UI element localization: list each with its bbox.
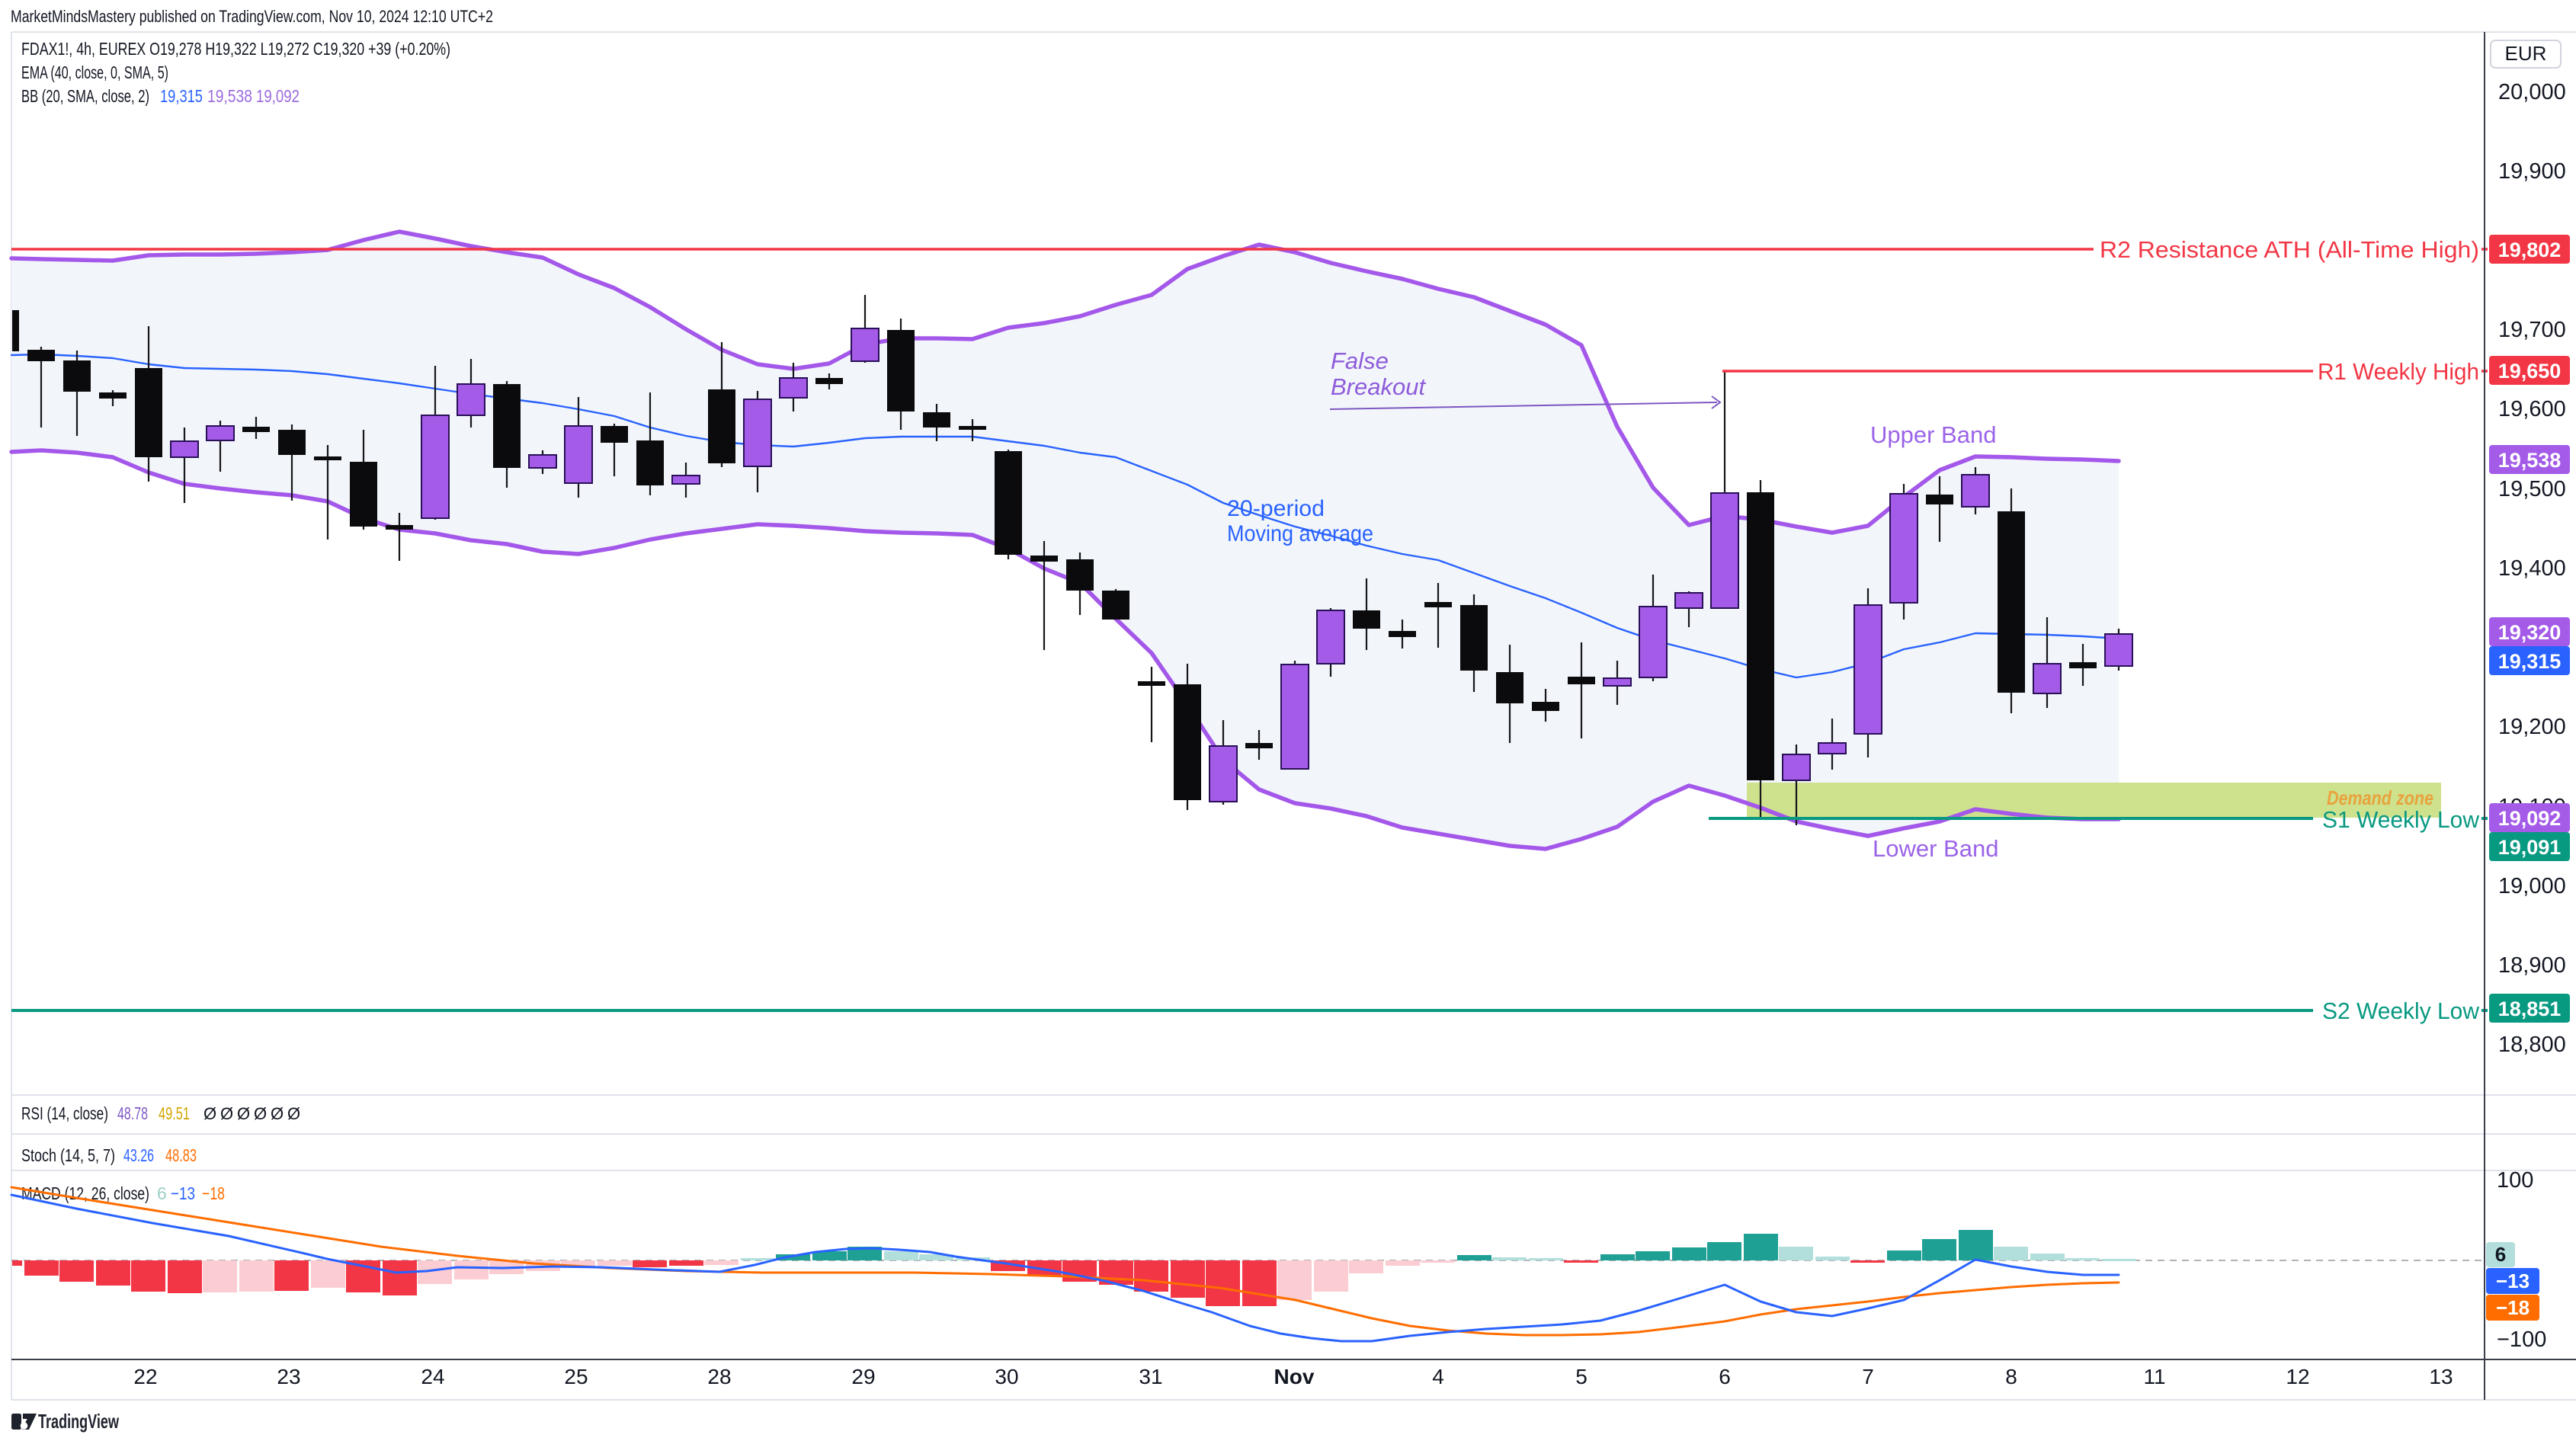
svg-text:Breakout: Breakout <box>1331 373 1426 400</box>
svg-text:TradingView: TradingView <box>38 1410 120 1433</box>
svg-text:MarketMindsMastery published o: MarketMindsMastery published on TradingV… <box>11 7 493 26</box>
svg-text:R2 Resistance ATH (All-Time Hi: R2 Resistance ATH (All-Time High) <box>2100 236 2479 263</box>
svg-text:48.78: 48.78 <box>117 1103 148 1123</box>
svg-text:Demand zone: Demand zone <box>2327 786 2433 809</box>
svg-text:Ø: Ø <box>254 1104 267 1123</box>
svg-text:19,900: 19,900 <box>2498 159 2566 184</box>
svg-text:19,600: 19,600 <box>2498 397 2566 421</box>
svg-text:EMA (40, close, 0, SMA, 5): EMA (40, close, 0, SMA, 5) <box>21 62 168 82</box>
svg-text:25: 25 <box>564 1365 588 1388</box>
svg-text:−13: −13 <box>171 1183 195 1203</box>
svg-text:RSI (14, close): RSI (14, close) <box>21 1103 108 1123</box>
svg-text:100: 100 <box>2497 1168 2533 1193</box>
svg-text:19,315: 19,315 <box>2498 650 2562 673</box>
svg-text:18,800: 18,800 <box>2498 1033 2566 1057</box>
svg-text:19,092: 19,092 <box>2498 807 2562 830</box>
svg-text:Nov: Nov <box>1274 1365 1315 1388</box>
svg-text:7: 7 <box>1862 1365 1874 1388</box>
svg-text:−100: −100 <box>2497 1327 2546 1352</box>
svg-text:−13: −13 <box>2496 1270 2530 1292</box>
svg-text:18,851: 18,851 <box>2498 997 2562 1020</box>
svg-text:22: 22 <box>133 1365 157 1388</box>
svg-text:S2 Weekly Low: S2 Weekly Low <box>2322 997 2480 1024</box>
svg-text:Ø: Ø <box>271 1104 284 1123</box>
svg-text:Lower Band: Lower Band <box>1873 835 1998 862</box>
svg-text:−18: −18 <box>2496 1296 2530 1319</box>
svg-text:20,000: 20,000 <box>2498 80 2566 104</box>
svg-text:28: 28 <box>707 1365 731 1388</box>
svg-text:Upper Band: Upper Band <box>1870 421 1996 448</box>
svg-text:Ø: Ø <box>237 1104 250 1123</box>
svg-text:4: 4 <box>1432 1365 1444 1388</box>
svg-text:Ø: Ø <box>287 1104 300 1123</box>
svg-text:18,900: 18,900 <box>2498 953 2566 978</box>
svg-text:6: 6 <box>157 1183 167 1203</box>
svg-text:48.83: 48.83 <box>165 1145 197 1165</box>
svg-text:19,538: 19,538 <box>2498 449 2562 472</box>
svg-text:Ø: Ø <box>220 1104 233 1123</box>
svg-text:Ø: Ø <box>203 1104 216 1123</box>
svg-text:Stoch (14, 5, 7): Stoch (14, 5, 7) <box>21 1145 115 1165</box>
svg-text:23: 23 <box>277 1365 300 1388</box>
svg-text:FDAX1!, 4h, EUREX O19,278 H1: FDAX1!, 4h, EUREX O19,278 H19,322 L19,27… <box>21 39 450 59</box>
svg-text:R1 Weekly High: R1 Weekly High <box>2318 358 2479 385</box>
svg-text:False: False <box>1331 347 1389 374</box>
svg-text:49.51: 49.51 <box>159 1103 190 1123</box>
svg-text:29: 29 <box>851 1365 875 1388</box>
svg-text:13: 13 <box>2429 1365 2453 1388</box>
svg-text:19,650: 19,650 <box>2498 360 2562 383</box>
svg-text:6: 6 <box>1719 1365 1731 1388</box>
svg-text:19,092: 19,092 <box>256 86 300 106</box>
svg-text:19,315: 19,315 <box>160 86 203 106</box>
svg-text:S1 Weekly Low: S1 Weekly Low <box>2322 806 2480 833</box>
svg-text:19,320: 19,320 <box>2498 621 2562 644</box>
svg-text:19,500: 19,500 <box>2498 477 2566 501</box>
svg-text:EUR: EUR <box>2505 42 2547 65</box>
svg-text:Moving average: Moving average <box>1227 521 1373 546</box>
svg-text:43.26: 43.26 <box>123 1145 154 1165</box>
svg-text:−18: −18 <box>202 1183 225 1203</box>
svg-text:5: 5 <box>1575 1365 1588 1388</box>
svg-text:8: 8 <box>2005 1365 2017 1388</box>
svg-text:6: 6 <box>2495 1243 2506 1266</box>
svg-text:12: 12 <box>2286 1365 2309 1388</box>
svg-text:19,400: 19,400 <box>2498 556 2566 581</box>
svg-text:30: 30 <box>995 1365 1018 1388</box>
svg-text:20-period: 20-period <box>1227 496 1325 521</box>
svg-text:24: 24 <box>421 1365 444 1388</box>
svg-text:19,000: 19,000 <box>2498 874 2566 898</box>
svg-text:19,200: 19,200 <box>2498 715 2566 739</box>
svg-text:19,802: 19,802 <box>2498 239 2562 261</box>
svg-text:19,091: 19,091 <box>2498 836 2562 859</box>
svg-text:19,538: 19,538 <box>207 86 252 106</box>
svg-text:BB (20, SMA, close, 2): BB (20, SMA, close, 2) <box>21 86 149 106</box>
svg-text:19,700: 19,700 <box>2498 318 2566 342</box>
svg-text:11: 11 <box>2143 1365 2165 1388</box>
svg-text:31: 31 <box>1139 1365 1162 1388</box>
